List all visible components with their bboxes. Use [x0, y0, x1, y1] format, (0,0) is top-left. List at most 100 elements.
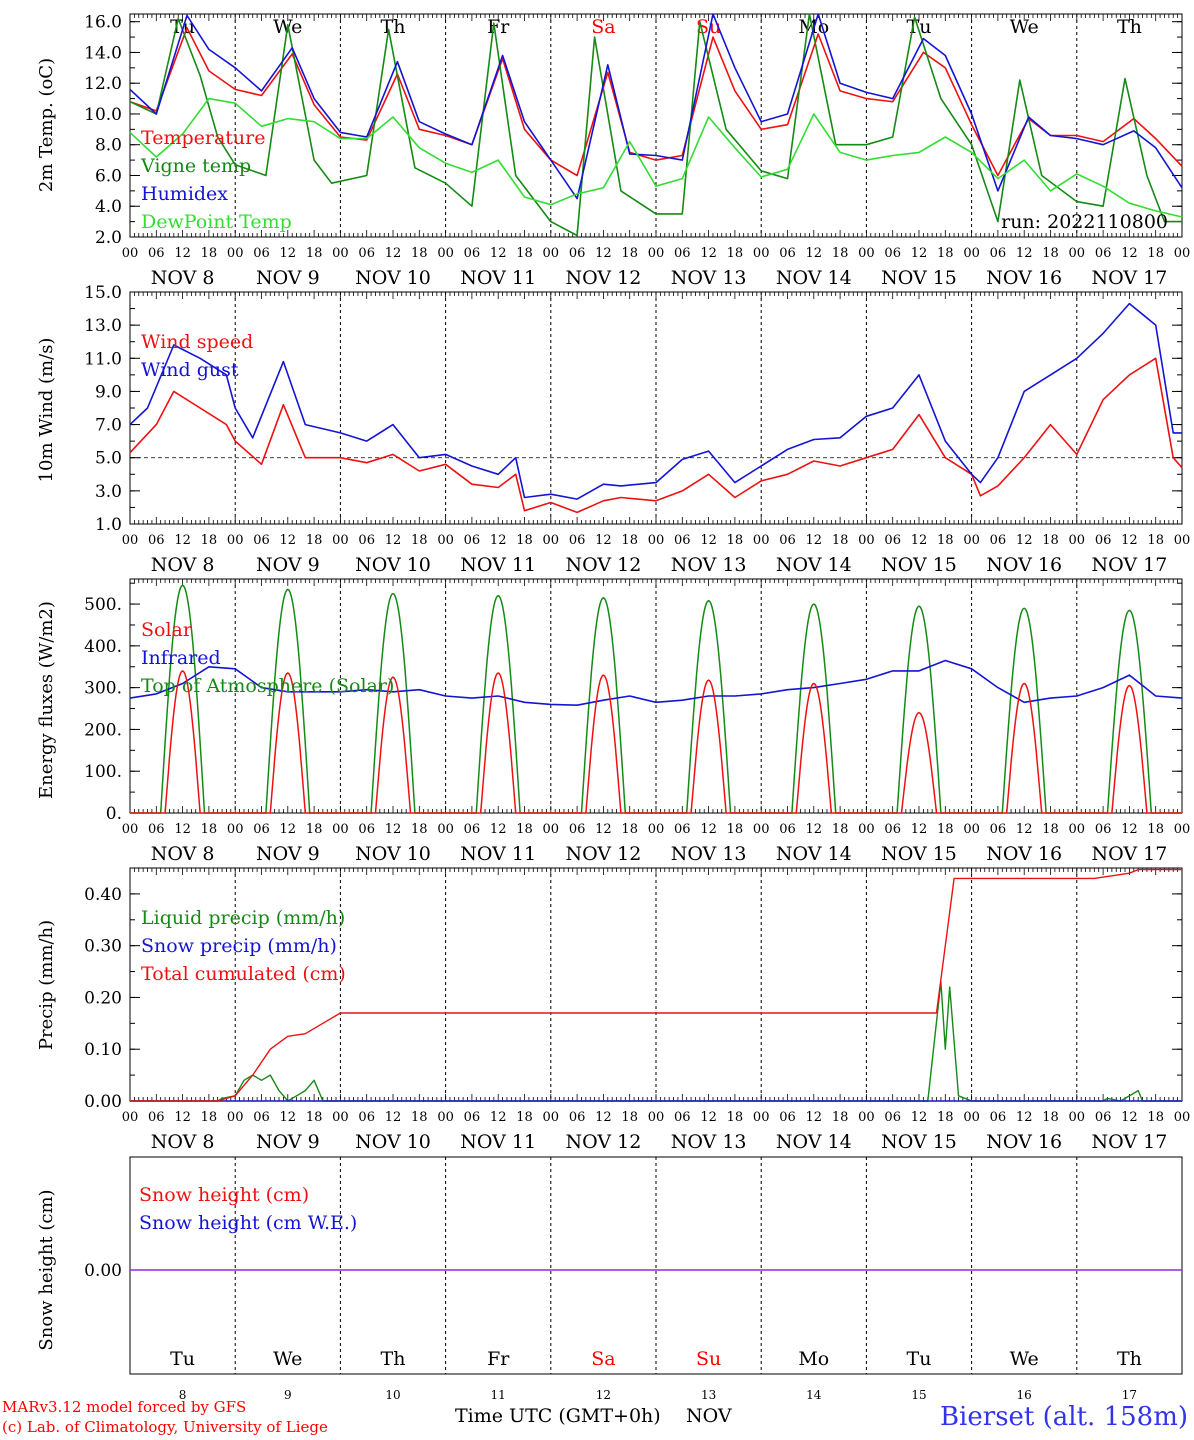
y-axis: 1.0 3.0 5.0 7.0 9.0 11.0 13.0 15.0 10m Wind (m/s… [36, 283, 1182, 535]
hour-tick-label: 18 [832, 1110, 849, 1125]
date-label: NOV 11 [460, 1131, 536, 1153]
y-tick-label: 0.20 [84, 988, 122, 1008]
series-line [129, 659, 1183, 706]
hour-tick-label: 06 [884, 246, 901, 261]
hour-tick-label: 18 [1042, 246, 1059, 261]
hour-tick-label: 18 [1147, 1110, 1164, 1125]
date-label: NOV 15 [881, 554, 957, 576]
time-axis: 00 06 12 18 00 06 12 18 00 06 12 18 00 06 12 18 00 06 12 18… [122, 1110, 1191, 1153]
hour-tick-label: 12 [1121, 533, 1138, 548]
hour-tick-label: 06 [884, 1110, 901, 1125]
hour-tick-label: 00 [227, 533, 244, 548]
day-number: 9 [284, 1388, 292, 1402]
time-axis: 00 06 12 18 00 06 12 18 00 06 12 18 00 06 12 18 00 06 12 18… [122, 822, 1191, 865]
hour-tick-label: 12 [174, 533, 191, 548]
y-tick-label: 200. [84, 720, 122, 740]
hour-tick-label: 00 [122, 533, 139, 548]
hour-tick-label: 06 [884, 533, 901, 548]
day-name: Sa [591, 16, 615, 38]
y-tick-label: 0.00 [84, 1261, 122, 1281]
series-line [130, 868, 1182, 1102]
hour-tick-label: 18 [937, 533, 954, 548]
date-label: NOV 16 [986, 843, 1062, 865]
hour-tick-label: 12 [911, 246, 928, 261]
hour-tick-label: 12 [490, 533, 507, 548]
hour-tick-label: 00 [648, 1110, 665, 1125]
legend-entry: Temperature [141, 127, 265, 149]
hour-tick-label: 06 [358, 822, 375, 837]
hour-tick-label: 12 [280, 246, 297, 261]
hour-tick-label: 00 [332, 246, 349, 261]
hour-tick-label: 06 [990, 246, 1007, 261]
hour-tick-label: 06 [569, 533, 586, 548]
hour-tick-label: 06 [253, 533, 270, 548]
date-label: NOV 17 [1091, 1131, 1167, 1153]
series-line [129, 13, 1183, 200]
hour-tick-label: 12 [595, 533, 612, 548]
date-label: NOV 15 [881, 267, 957, 289]
hour-tick-label: 06 [779, 1110, 796, 1125]
hour-tick-label: 00 [543, 1110, 560, 1125]
y-axis-label: Energy fluxes (W/m2) [36, 601, 57, 799]
legend-entry: Vigne temp [140, 155, 251, 177]
hour-tick-label: 00 [227, 822, 244, 837]
day-number: 14 [806, 1388, 822, 1402]
hour-tick-label: 12 [806, 1110, 823, 1125]
hour-tick-label: 18 [1147, 533, 1164, 548]
y-tick-label: 1.0 [95, 515, 122, 535]
hour-tick-label: 12 [385, 1110, 402, 1125]
series-line [129, 302, 1182, 500]
hour-tick-label: 06 [779, 533, 796, 548]
hour-tick-label: 06 [148, 533, 165, 548]
hour-tick-label: 06 [674, 533, 691, 548]
hour-tick-label: 12 [280, 1110, 297, 1125]
hour-tick-label: 06 [358, 533, 375, 548]
hour-tick-label: 18 [727, 533, 744, 548]
hour-tick-label: 00 [753, 533, 770, 548]
hour-tick-label: 12 [806, 822, 823, 837]
hour-tick-label: 00 [648, 246, 665, 261]
y-tick-label: 6.0 [95, 166, 122, 186]
hour-tick-label: 00 [753, 822, 770, 837]
hour-tick-label: 18 [832, 533, 849, 548]
date-label: NOV 12 [565, 1131, 641, 1153]
hour-tick-label: 06 [464, 1110, 481, 1125]
day-name: Th [381, 16, 406, 38]
legend-entry: Wind speed [141, 331, 253, 353]
hour-tick-label: 18 [411, 1110, 428, 1125]
hour-tick-label: 18 [306, 822, 323, 837]
date-label: NOV 12 [565, 267, 641, 289]
hour-tick-label: 18 [201, 1110, 218, 1125]
day-name: Fr [487, 16, 510, 38]
hour-tick-label: 12 [1016, 533, 1033, 548]
hour-tick-label: 06 [569, 822, 586, 837]
hour-tick-label: 18 [201, 246, 218, 261]
hour-tick-label: 12 [1016, 246, 1033, 261]
time-axis: 00 06 12 18 00 06 12 18 00 06 12 18 00 06 12 18 00 06 12 18… [122, 533, 1191, 576]
date-label: NOV 15 [881, 843, 957, 865]
hour-tick-label: 18 [621, 246, 638, 261]
hour-tick-label: 12 [1016, 1110, 1033, 1125]
hour-tick-label: 12 [490, 1110, 507, 1125]
hour-tick-label: 18 [516, 533, 533, 548]
hour-tick-label: 00 [543, 822, 560, 837]
legend-entry: Snow height (cm) [139, 1184, 309, 1206]
hour-tick-label: 12 [911, 533, 928, 548]
y-tick-label: 16.0 [84, 13, 122, 33]
hour-tick-label: 06 [1095, 533, 1112, 548]
hour-tick-label: 06 [358, 1110, 375, 1125]
hour-tick-label: 00 [437, 533, 454, 548]
legend-entry: Snow height (cm W.E.) [139, 1212, 357, 1234]
hour-tick-label: 12 [806, 246, 823, 261]
hour-tick-label: 00 [1069, 822, 1086, 837]
date-label: NOV 8 [151, 267, 215, 289]
series-line [129, 97, 1183, 218]
hour-tick-label: 00 [122, 822, 139, 837]
hour-tick-label: 12 [700, 533, 717, 548]
series-line [130, 670, 1182, 814]
hour-tick-label: 18 [516, 1110, 533, 1125]
day-number: 15 [911, 1388, 926, 1402]
hour-tick-label: 06 [464, 822, 481, 837]
hour-tick-label: 18 [727, 1110, 744, 1125]
y-axis-label: Precip (mm/h) [36, 920, 57, 1050]
